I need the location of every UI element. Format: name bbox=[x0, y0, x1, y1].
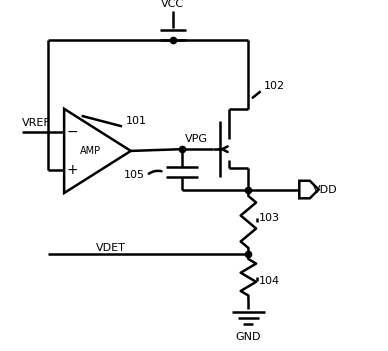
Text: AMP: AMP bbox=[80, 146, 101, 156]
Text: GND: GND bbox=[236, 332, 261, 342]
Text: −: − bbox=[66, 125, 78, 139]
Text: VREF: VREF bbox=[22, 118, 51, 128]
Text: VDET: VDET bbox=[96, 243, 126, 253]
Text: 104: 104 bbox=[259, 276, 280, 286]
Text: 101: 101 bbox=[126, 117, 147, 126]
Text: VCC: VCC bbox=[161, 0, 185, 9]
Text: 105: 105 bbox=[124, 171, 145, 180]
Text: VPG: VPG bbox=[185, 134, 208, 144]
Text: +: + bbox=[66, 163, 78, 177]
Text: 103: 103 bbox=[259, 213, 280, 223]
Text: VDD: VDD bbox=[314, 185, 338, 194]
Text: 102: 102 bbox=[264, 81, 285, 91]
